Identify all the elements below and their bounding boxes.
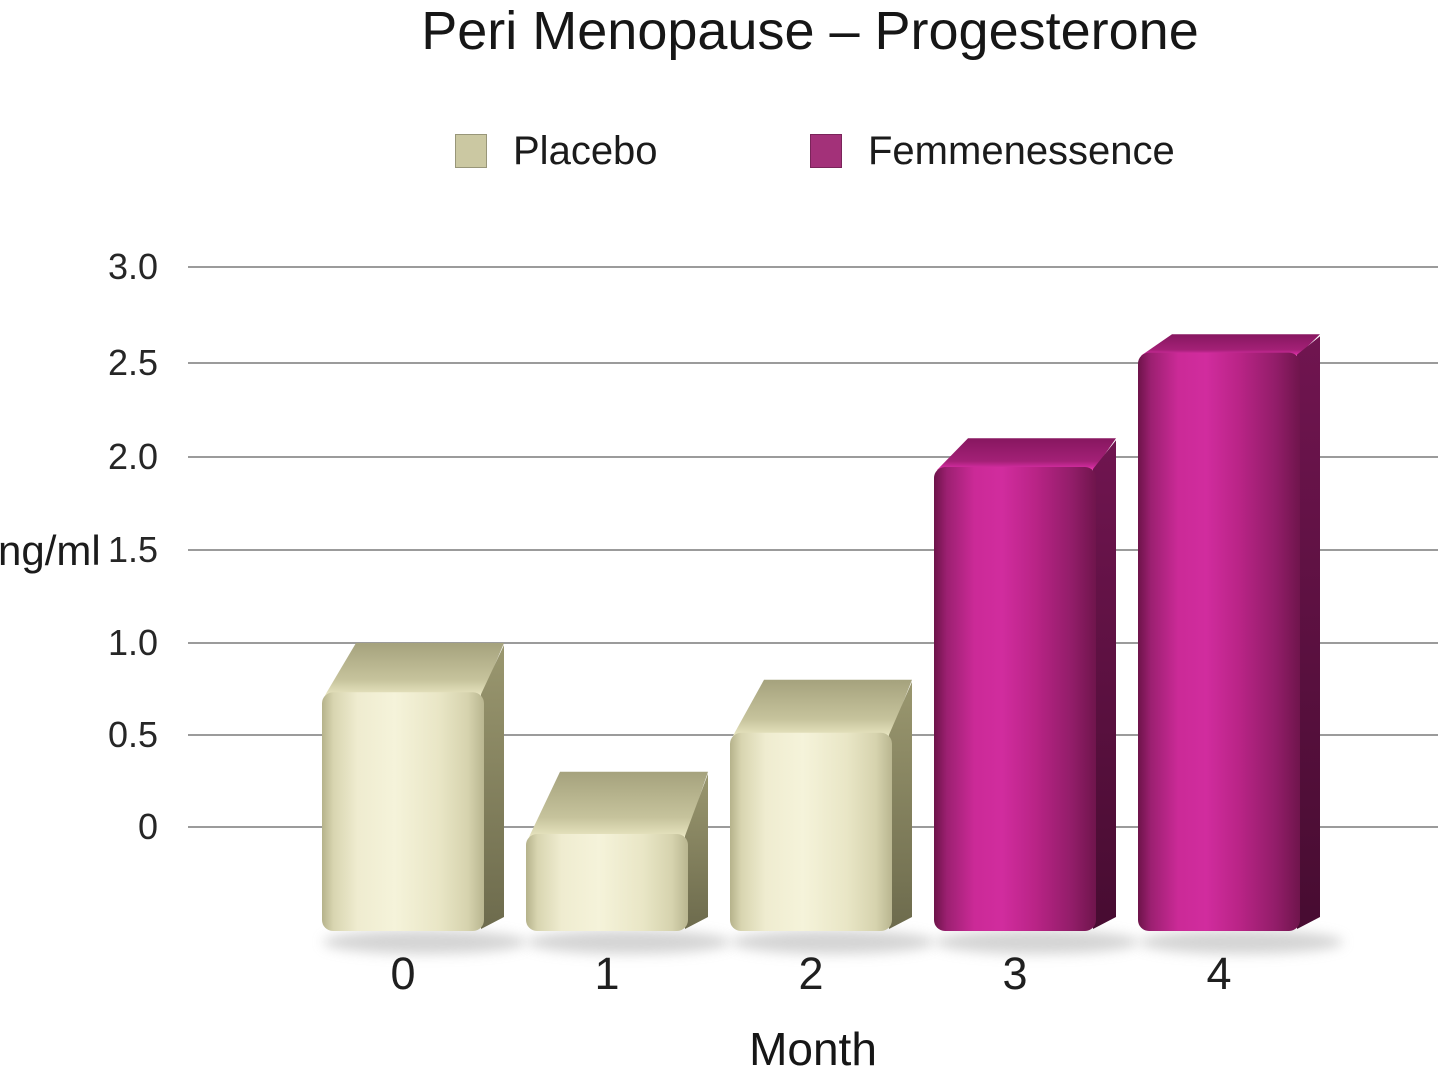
bar-month-0-placebo xyxy=(322,643,504,931)
y-tick-label-0: 0 xyxy=(137,806,158,847)
x-tick-label-1: 1 xyxy=(594,948,620,999)
y-tick-label-1.0: 1.0 xyxy=(107,622,158,663)
legend-swatch-femmenessence xyxy=(810,134,842,168)
bar-month-3-femmenessence xyxy=(934,438,1116,931)
y-tick-label-0.5: 0.5 xyxy=(107,714,158,755)
y-tick-label-3.0: 3.0 xyxy=(107,246,158,287)
legend-item-femmenessence: Femmenessence xyxy=(810,129,1175,173)
x-tick-label-4: 4 xyxy=(1206,948,1232,999)
y-tick-label-2.5: 2.5 xyxy=(107,342,158,383)
x-tick-label-0: 0 xyxy=(390,948,416,999)
bar-shadow xyxy=(935,930,1139,954)
y-axis-title: ng/ml xyxy=(0,527,101,574)
bar-shadow xyxy=(731,930,935,954)
legend-item-placebo: Placebo xyxy=(455,129,658,173)
chart-title: Peri Menopause – Progesterone xyxy=(421,1,1199,61)
x-tick-label-2: 2 xyxy=(798,948,824,999)
y-tick-label-2.0: 2.0 xyxy=(107,436,158,477)
legend-label-femmenessence: Femmenessence xyxy=(868,128,1175,173)
bar-month-2-placebo xyxy=(730,679,912,931)
legend-label-placebo: Placebo xyxy=(513,128,658,173)
x-axis-title: Month xyxy=(749,1023,877,1071)
bar-shadow xyxy=(527,930,731,954)
y-tick-label-1.5: 1.5 xyxy=(107,529,158,570)
bar-month-1-placebo xyxy=(526,771,708,931)
x-tick-label-3: 3 xyxy=(1002,948,1028,999)
bar-shadow xyxy=(323,930,527,954)
bar-month-4-femmenessence xyxy=(1138,334,1320,931)
legend-swatch-placebo xyxy=(455,134,487,168)
bar-shadow xyxy=(1139,930,1343,954)
